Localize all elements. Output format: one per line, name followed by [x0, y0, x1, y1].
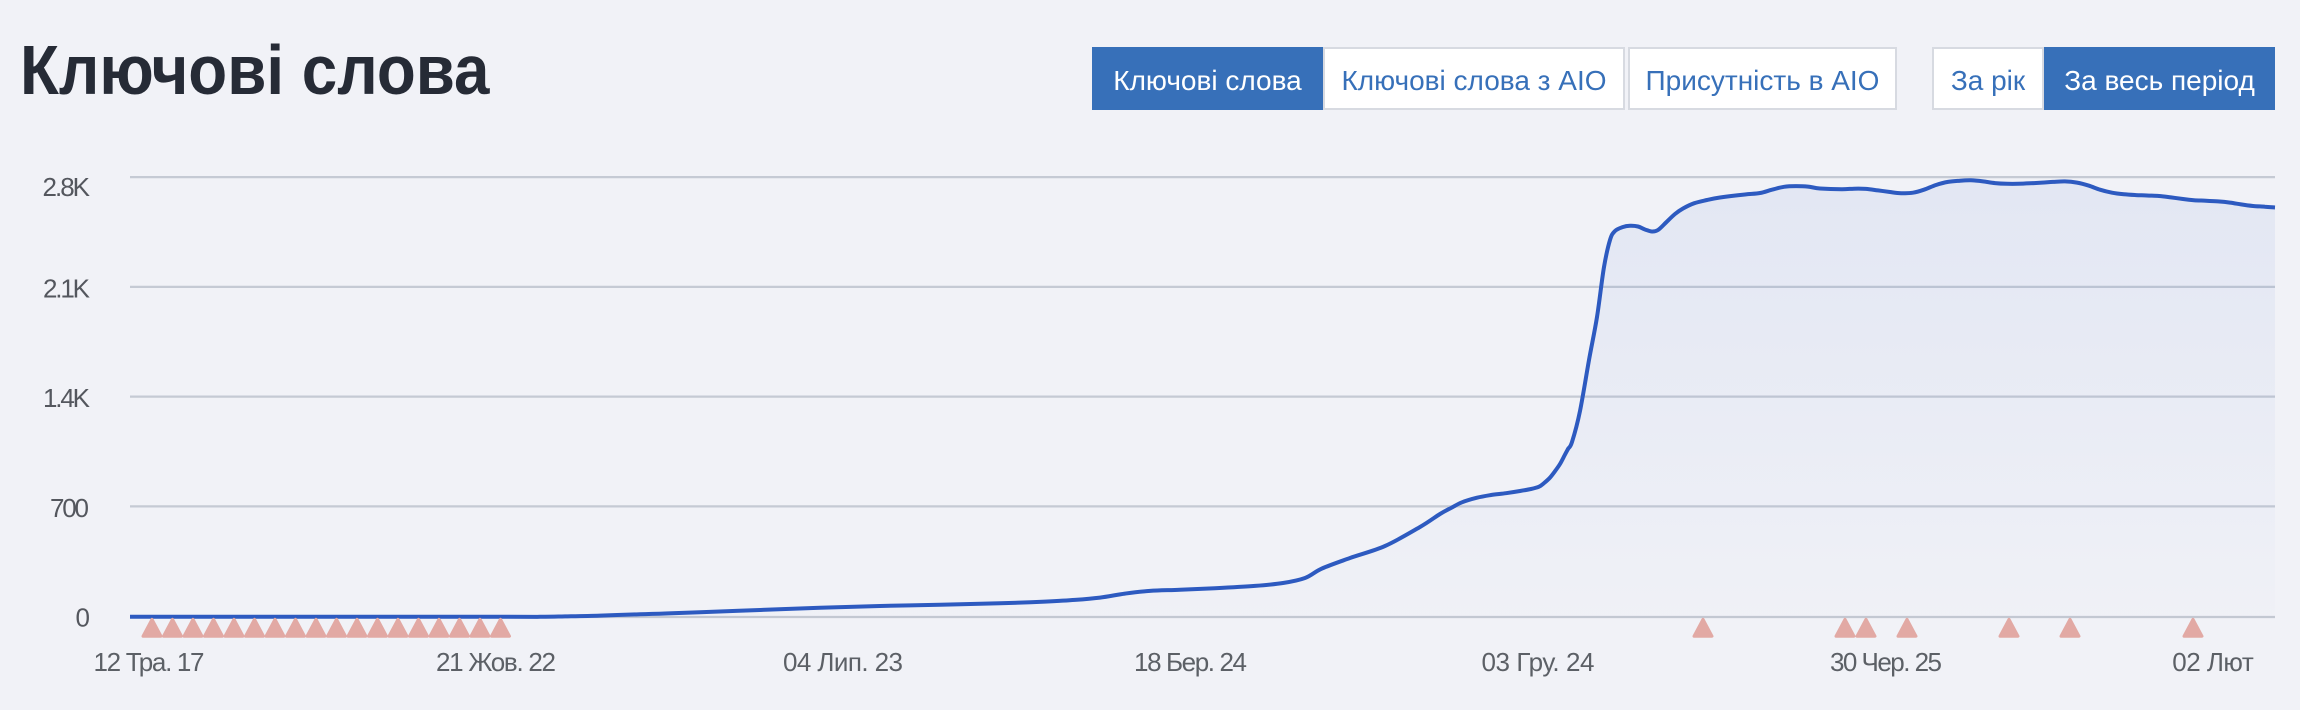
svg-text:2.8K: 2.8K [43, 172, 91, 202]
svg-text:2.1K: 2.1K [43, 273, 91, 303]
svg-text:12 Тра. 17: 12 Тра. 17 [94, 647, 205, 677]
svg-text:18 Бер. 24: 18 Бер. 24 [1134, 647, 1247, 677]
svg-text:02 Лют: 02 Лют [2172, 647, 2254, 677]
svg-text:1.4K: 1.4K [43, 383, 91, 413]
svg-text:0: 0 [76, 603, 90, 633]
svg-text:30 Чер. 25: 30 Чер. 25 [1830, 647, 1942, 677]
svg-text:04 Лип. 23: 04 Лип. 23 [783, 647, 903, 677]
svg-text:700: 700 [50, 493, 89, 523]
svg-text:21 Жов. 22: 21 Жов. 22 [436, 647, 556, 677]
svg-text:03 Гру. 24: 03 Гру. 24 [1482, 647, 1595, 677]
